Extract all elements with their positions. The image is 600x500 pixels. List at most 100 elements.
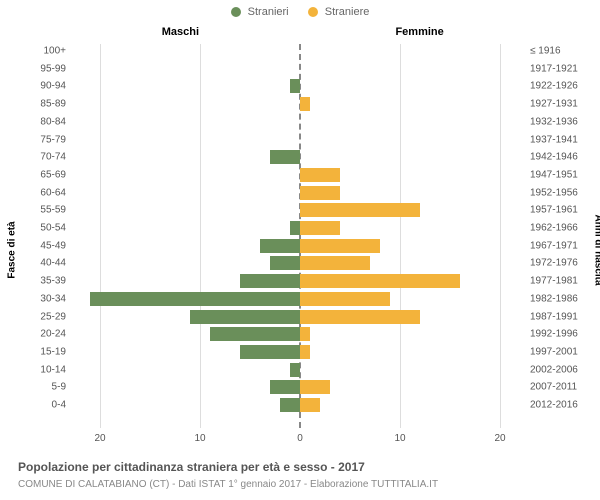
x-tick: 20 bbox=[494, 433, 505, 444]
y-tick-birth: 1997-2001 bbox=[530, 346, 586, 357]
y-tick-age: 5-9 bbox=[38, 382, 66, 393]
y-tick-age: 45-49 bbox=[38, 240, 66, 251]
bar-female bbox=[300, 221, 340, 235]
y-tick-birth: 1992-1996 bbox=[530, 329, 586, 340]
bar-female bbox=[300, 256, 370, 270]
bar-female bbox=[300, 398, 320, 412]
bar-female bbox=[300, 345, 310, 359]
bar-row bbox=[70, 62, 530, 76]
y-tick-birth: 2007-2011 bbox=[530, 382, 586, 393]
bar-row bbox=[70, 79, 530, 93]
bar-row bbox=[70, 133, 530, 147]
x-tick: 0 bbox=[297, 433, 303, 444]
y-tick-birth: 1982-1986 bbox=[530, 293, 586, 304]
legend-item-male: Stranieri bbox=[231, 6, 289, 18]
bar-female bbox=[300, 239, 380, 253]
y-tick-birth: 1932-1936 bbox=[530, 116, 586, 127]
y-tick-age: 100+ bbox=[38, 46, 66, 57]
bar-row bbox=[70, 186, 530, 200]
legend-dot-female bbox=[308, 7, 318, 17]
y-tick-birth: 1917-1921 bbox=[530, 63, 586, 74]
subtitle-row: Maschi Femmine bbox=[70, 26, 530, 42]
y-tick-birth: ≤ 1916 bbox=[530, 46, 586, 57]
bar-row bbox=[70, 398, 530, 412]
bar-row bbox=[70, 239, 530, 253]
bar-row bbox=[70, 380, 530, 394]
y-tick-birth: 1947-1951 bbox=[530, 169, 586, 180]
bar-male bbox=[210, 327, 300, 341]
y-tick-age: 65-69 bbox=[38, 169, 66, 180]
y-axis-left-label: Fasce di età bbox=[7, 221, 18, 278]
bar-female bbox=[300, 292, 390, 306]
y-tick-age: 40-44 bbox=[38, 258, 66, 269]
bar-row bbox=[70, 292, 530, 306]
y-tick-birth: 1952-1956 bbox=[530, 187, 586, 198]
y-tick-age: 35-39 bbox=[38, 276, 66, 287]
bar-row bbox=[70, 203, 530, 217]
bar-row bbox=[70, 327, 530, 341]
bar-row bbox=[70, 97, 530, 111]
y-tick-birth: 1942-1946 bbox=[530, 152, 586, 163]
y-tick-birth: 1977-1981 bbox=[530, 276, 586, 287]
bar-row bbox=[70, 150, 530, 164]
subtitle-female: Femmine bbox=[395, 26, 443, 38]
x-tick: 10 bbox=[394, 433, 405, 444]
chart-title: Popolazione per cittadinanza straniera p… bbox=[18, 460, 365, 474]
y-tick-age: 70-74 bbox=[38, 152, 66, 163]
y-tick-birth: 1972-1976 bbox=[530, 258, 586, 269]
y-axis-right-label: Anni di nascita bbox=[593, 214, 600, 285]
bar-female bbox=[300, 327, 310, 341]
x-tick: 10 bbox=[194, 433, 205, 444]
legend: Stranieri Straniere bbox=[0, 6, 600, 18]
bar-male bbox=[270, 380, 300, 394]
bar-male bbox=[90, 292, 300, 306]
y-tick-age: 20-24 bbox=[38, 329, 66, 340]
bar-row bbox=[70, 363, 530, 377]
bar-male bbox=[190, 310, 300, 324]
y-tick-birth: 2002-2006 bbox=[530, 364, 586, 375]
bar-female bbox=[300, 168, 340, 182]
y-tick-age: 10-14 bbox=[38, 364, 66, 375]
bar-row bbox=[70, 345, 530, 359]
legend-item-female: Straniere bbox=[308, 6, 370, 18]
y-tick-age: 15-19 bbox=[38, 346, 66, 357]
x-tick: 20 bbox=[94, 433, 105, 444]
chart-source: COMUNE DI CALATABIANO (CT) - Dati ISTAT … bbox=[18, 479, 438, 490]
bar-female bbox=[300, 186, 340, 200]
y-tick-age: 85-89 bbox=[38, 99, 66, 110]
bar-female bbox=[300, 310, 420, 324]
bar-row bbox=[70, 256, 530, 270]
bar-row bbox=[70, 310, 530, 324]
bar-male bbox=[280, 398, 300, 412]
plot-area bbox=[70, 44, 530, 428]
y-tick-age: 80-84 bbox=[38, 116, 66, 127]
y-tick-age: 30-34 bbox=[38, 293, 66, 304]
bar-row bbox=[70, 168, 530, 182]
bar-female bbox=[300, 274, 460, 288]
subtitle-male: Maschi bbox=[162, 26, 199, 38]
y-tick-birth: 1937-1941 bbox=[530, 134, 586, 145]
bar-female bbox=[300, 203, 420, 217]
y-tick-birth: 2012-2016 bbox=[530, 400, 586, 411]
legend-label-female: Straniere bbox=[325, 6, 370, 18]
bar-row bbox=[70, 221, 530, 235]
y-tick-age: 25-29 bbox=[38, 311, 66, 322]
y-tick-birth: 1957-1961 bbox=[530, 205, 586, 216]
bar-row bbox=[70, 115, 530, 129]
y-tick-birth: 1927-1931 bbox=[530, 99, 586, 110]
y-tick-age: 75-79 bbox=[38, 134, 66, 145]
bar-male bbox=[290, 221, 300, 235]
y-tick-birth: 1967-1971 bbox=[530, 240, 586, 251]
bar-female bbox=[300, 97, 310, 111]
bar-male bbox=[260, 239, 300, 253]
y-tick-age: 90-94 bbox=[38, 81, 66, 92]
y-tick-age: 50-54 bbox=[38, 223, 66, 234]
bar-male bbox=[290, 79, 300, 93]
bar-row bbox=[70, 274, 530, 288]
bar-male bbox=[270, 256, 300, 270]
bar-male bbox=[240, 274, 300, 288]
legend-label-male: Stranieri bbox=[248, 6, 289, 18]
y-tick-age: 60-64 bbox=[38, 187, 66, 198]
y-tick-age: 55-59 bbox=[38, 205, 66, 216]
y-tick-birth: 1962-1966 bbox=[530, 223, 586, 234]
